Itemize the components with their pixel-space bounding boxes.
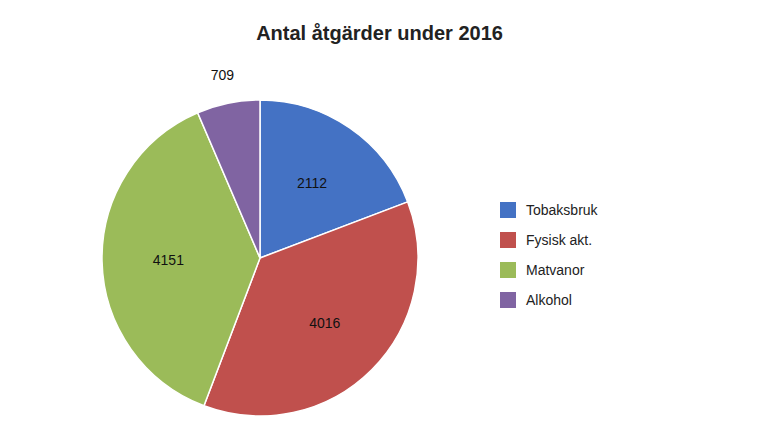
data-label: 709 — [211, 67, 235, 83]
data-label: 2112 — [297, 175, 327, 191]
pie-slice — [198, 100, 260, 258]
chart-title: Antal åtgärder under 2016 — [256, 22, 503, 44]
pie-labels: 2112 4016 4151 709 — [153, 67, 341, 330]
background — [0, 0, 759, 447]
legend-swatch — [500, 232, 516, 248]
legend-label: Alkohol — [526, 292, 572, 308]
legend-label: Fysisk akt. — [526, 232, 592, 248]
chart-container: Antal åtgärder under 2016 2112 4016 4151 709… — [0, 0, 759, 447]
legend-swatch — [500, 262, 516, 278]
legend-label: Matvanor — [526, 262, 585, 278]
legend-label: Tobaksbruk — [526, 202, 599, 218]
pie-slices — [102, 100, 418, 416]
legend-swatch — [500, 292, 516, 308]
data-label: 4016 — [309, 315, 340, 331]
chart-svg: Antal åtgärder under 2016 2112 4016 4151 709… — [0, 0, 759, 447]
data-label: 4151 — [153, 252, 184, 268]
legend: Tobaksbruk Fysisk akt. Matvanor Alkohol — [500, 202, 599, 308]
legend-swatch — [500, 202, 516, 218]
